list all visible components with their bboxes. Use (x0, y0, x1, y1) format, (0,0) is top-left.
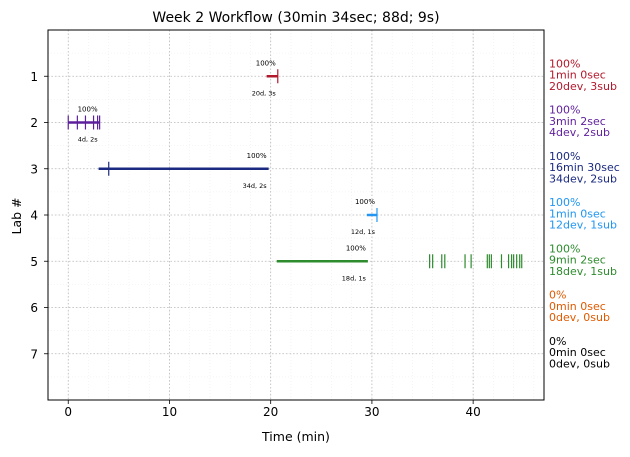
y-tick-label: 1 (30, 70, 38, 84)
lab-2-summary-line: 100% (549, 104, 580, 117)
bar-labels-layer: 100% 20d, 3s 100% 4d, 2s 100% 34d, 2s 100% 12d,… (78, 59, 376, 282)
lab-7-summary-line: 0dev, 0sub (549, 357, 610, 370)
lab-4-summary-line: 1min 0sec (549, 207, 606, 220)
lab-5-summary-line: 100% (549, 242, 580, 255)
lab-6-summary-line: 0% (549, 289, 566, 302)
lab-2-summary-line: 3min 2sec (549, 115, 606, 128)
lab-6-summary-line: 0dev, 0sub (549, 311, 610, 324)
lab-1-percent-label: 100% (256, 59, 276, 67)
lab-5-summary-line: 9min 2sec (549, 254, 606, 267)
lab-1-summary-line: 1min 0sec (549, 69, 606, 82)
y-tick-label: 4 (30, 209, 38, 223)
lab-3-summary-line: 100% (549, 150, 580, 163)
lab-7-summary-line: 0min 0sec (549, 346, 606, 359)
lab-1-count-label: 20d, 3s (252, 89, 277, 97)
lab-2-percent-label: 100% (78, 106, 98, 114)
lab-3-percent-label: 100% (247, 152, 267, 160)
lab-4-percent-label: 100% (355, 198, 375, 206)
lab-7-summary-line: 0% (549, 335, 566, 348)
lab-3-count-label: 34d, 2s (243, 182, 268, 190)
lab-1-summary-line: 20dev, 3sub (549, 80, 617, 93)
x-tick-label: 0 (64, 405, 72, 419)
y-tick-label: 6 (30, 301, 38, 315)
y-tick-label: 5 (30, 255, 38, 269)
x-tick-label: 20 (263, 405, 278, 419)
grid-layer (47, 29, 544, 401)
lab-6-summary-line: 0min 0sec (549, 300, 606, 313)
chart-title: Week 2 Workflow (30min 34sec; 88d; 9s) (152, 10, 439, 26)
lab-2-count-label: 4d, 2s (78, 136, 99, 144)
lab-5-summary-line: 18dev, 1sub (549, 265, 617, 278)
lab-4-summary-line: 12dev, 1sub (549, 219, 617, 232)
lab-3-summary-line: 34dev, 2sub (549, 172, 617, 185)
lab-1-summary-line: 100% (549, 57, 580, 70)
lab-2-summary-line: 4dev, 2sub (549, 126, 610, 139)
lab-3-summary-line: 16min 30sec (549, 161, 620, 174)
lab-4-count-label: 12d, 1s (351, 228, 376, 236)
bars-layer (67, 69, 523, 269)
y-axis-label: Lab # (9, 197, 24, 234)
x-axis-label: Time (min) (261, 429, 330, 444)
x-tick-label: 30 (364, 405, 379, 419)
y-tick-label: 7 (30, 347, 38, 361)
y-tick-label: 3 (30, 162, 38, 176)
lab-5-count-label: 18d, 1s (342, 274, 367, 282)
y-tick-label: 2 (30, 116, 38, 130)
x-tick-label: 40 (466, 405, 481, 419)
lab-4-summary-line: 100% (549, 196, 580, 209)
lab-5-percent-label: 100% (346, 244, 366, 252)
axis-ticks-layer: 0 10 20 30 40 1 2 3 4 5 6 7 (30, 70, 480, 419)
x-tick-label: 10 (162, 405, 177, 419)
